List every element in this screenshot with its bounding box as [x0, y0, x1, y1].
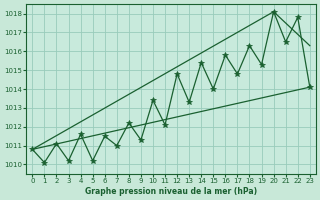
X-axis label: Graphe pression niveau de la mer (hPa): Graphe pression niveau de la mer (hPa): [85, 187, 257, 196]
